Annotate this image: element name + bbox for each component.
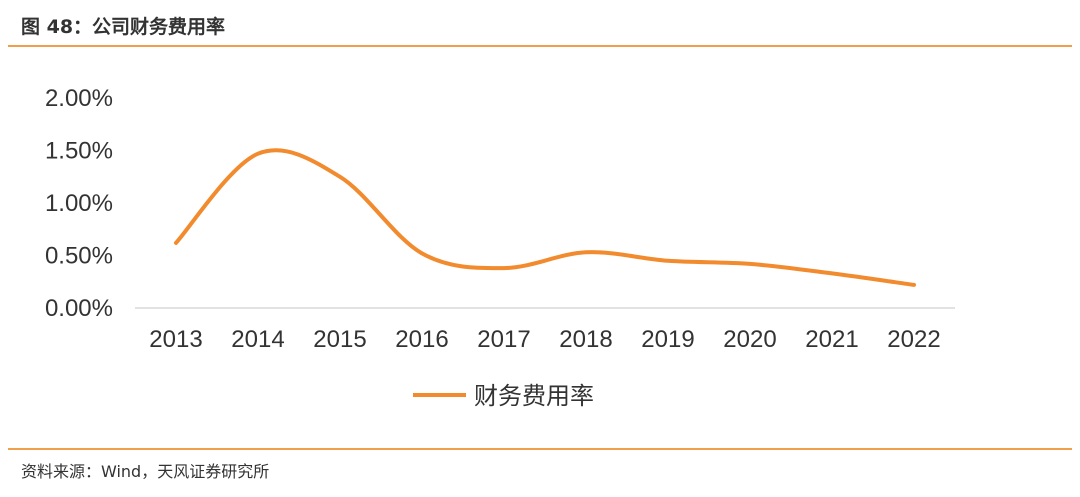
y-tick-label: 2.00%	[45, 85, 113, 112]
x-tick-label: 2015	[313, 326, 366, 353]
source-note: 资料来源：Wind，天风证券研究所	[21, 462, 270, 481]
x-tick-label: 2013	[149, 326, 202, 353]
y-tick-label: 0.00%	[45, 295, 113, 322]
y-axis-ticks: 0.00% 0.50% 1.00% 1.50% 2.00%	[45, 85, 113, 322]
title-divider	[8, 45, 1072, 47]
figure-title: 图 48：公司财务费用率	[21, 16, 226, 38]
series-line-finance-expense-ratio	[174, 148, 916, 287]
y-tick-label: 1.00%	[45, 190, 113, 217]
x-tick-label: 2016	[395, 326, 448, 353]
x-axis-ticks: 2013 2014 2015 2016 2017 2018 2019 2020 2021 2022	[149, 326, 940, 353]
y-tick-label: 1.50%	[45, 138, 113, 165]
x-tick-label: 2017	[477, 326, 530, 353]
legend-label: 财务费用率	[474, 382, 594, 410]
x-tick-label: 2014	[231, 326, 284, 353]
x-tick-label: 2022	[887, 326, 940, 353]
footer-divider	[8, 448, 1072, 450]
legend: 财务费用率	[413, 382, 594, 410]
x-tick-label: 2021	[805, 326, 858, 353]
y-tick-label: 0.50%	[45, 243, 113, 270]
x-tick-label: 2020	[723, 326, 776, 353]
x-tick-label: 2019	[641, 326, 694, 353]
x-tick-label: 2018	[559, 326, 612, 353]
